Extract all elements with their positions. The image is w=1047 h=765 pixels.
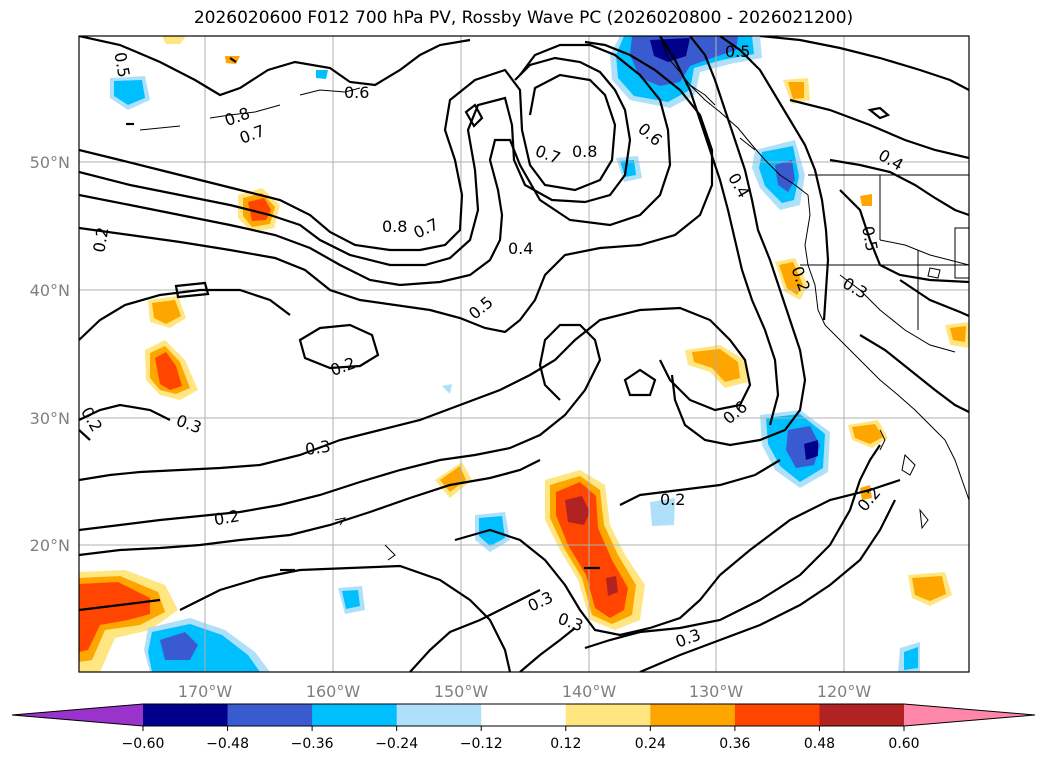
colorbar-tick-label: −0.24: [375, 736, 418, 752]
colorbar-tick-label: 0.24: [635, 736, 666, 752]
coastlines: [139, 36, 969, 561]
lon-label: 160°W: [306, 682, 361, 701]
colorbar-tick-label: −0.12: [460, 736, 503, 752]
colorbar-tick-label: 0.60: [888, 736, 919, 752]
anomaly-blob: [152, 300, 181, 324]
contour-label: 0.8: [572, 142, 597, 161]
anomaly-blob: [342, 590, 360, 609]
colorbar-tick-label: 0.36: [719, 736, 750, 752]
anomaly-blob: [442, 384, 452, 394]
anomaly-blob: [114, 80, 145, 105]
anomaly-blob: [860, 194, 872, 206]
longitude-labels: 170°W 160°W 150°W 140°W 130°W 120°W: [178, 682, 872, 701]
anomaly-blob: [162, 36, 186, 44]
contour-label: 0.2: [89, 226, 112, 254]
colorbar-segment: [227, 704, 313, 726]
anomaly-blob: [860, 485, 872, 500]
lat-label: 50°N: [30, 153, 70, 172]
colorbar-segment: [565, 704, 651, 726]
contour-label: 0.4: [508, 239, 533, 258]
anomaly-blob: [620, 160, 636, 177]
lat-label: 30°N: [30, 409, 70, 428]
contour-label: 0.2: [660, 490, 685, 509]
lon-label: 170°W: [178, 682, 233, 701]
positive-anomaly-fills: [79, 36, 969, 672]
colorbar-segment: [396, 704, 482, 726]
colorbar-tick-label: 0.12: [550, 736, 581, 752]
anomaly-blob: [565, 496, 590, 525]
map-title: 2026020600 F012 700 hPa PV, Rossby Wave …: [193, 8, 854, 28]
contour-label: 0.3: [304, 437, 332, 459]
contour-label: 0.5: [725, 42, 750, 61]
colorbar-segment: [734, 704, 820, 726]
anomaly-blob: [788, 82, 804, 99]
anomaly-blob: [155, 352, 182, 390]
contour-label: 0.2: [212, 506, 240, 529]
colorbar-extend-max: [904, 704, 1035, 726]
anomaly-blob: [79, 582, 150, 652]
colorbar-segment: [819, 704, 905, 726]
colorbar-segment: [650, 704, 736, 726]
lon-label: 150°W: [434, 682, 489, 701]
anomaly-blob: [160, 632, 198, 660]
contour-label: 0.5: [858, 225, 881, 253]
colorbar-segment: [481, 704, 567, 726]
colorbar-tick-label: 0.48: [804, 736, 835, 752]
negative-anomaly-fills: [110, 36, 920, 672]
anomaly-blob: [606, 576, 618, 596]
latitude-labels: 50°N 40°N 30°N 20°N: [30, 153, 70, 555]
lon-label: 120°W: [817, 682, 872, 701]
anomaly-blob: [904, 647, 918, 670]
colorbar-tick-label: −0.48: [206, 736, 249, 752]
colorbar-segment: [143, 704, 229, 726]
anomaly-blob: [775, 160, 795, 192]
contour-label: 0.6: [344, 83, 369, 102]
colorbar-tick-label: −0.60: [122, 736, 165, 752]
anomaly-blob: [804, 440, 818, 460]
anomaly-blob: [779, 262, 803, 295]
colorbar-segment: [312, 704, 398, 726]
anomaly-blob: [912, 576, 946, 601]
colorbar: −0.60 −0.48 −0.36 −0.24 −0.12 0.12 0.24 0.36 0.4…: [11, 703, 1036, 752]
lon-label: 130°W: [689, 682, 744, 701]
lon-label: 140°W: [562, 682, 617, 701]
anomaly-blob: [950, 326, 966, 342]
anomaly-blob: [650, 498, 675, 526]
anomaly-blob: [248, 198, 271, 221]
lat-label: 20°N: [30, 536, 70, 555]
colorbar-tick-label: −0.36: [291, 736, 334, 752]
lat-label: 40°N: [30, 281, 70, 300]
map-frame: [78, 35, 970, 673]
colorbar-extend-min: [12, 704, 143, 726]
anomaly-blob: [852, 424, 883, 444]
pv-contours: [79, 36, 969, 672]
contour-label: 0.5: [110, 51, 133, 79]
contour-label: 0.8: [382, 217, 407, 236]
map-plot-area: 0.5 0.6 0.8 0.7 0.5 0.7 0.8 0.6 0.4 0.4 …: [79, 36, 969, 672]
anomaly-blob: [316, 70, 328, 79]
